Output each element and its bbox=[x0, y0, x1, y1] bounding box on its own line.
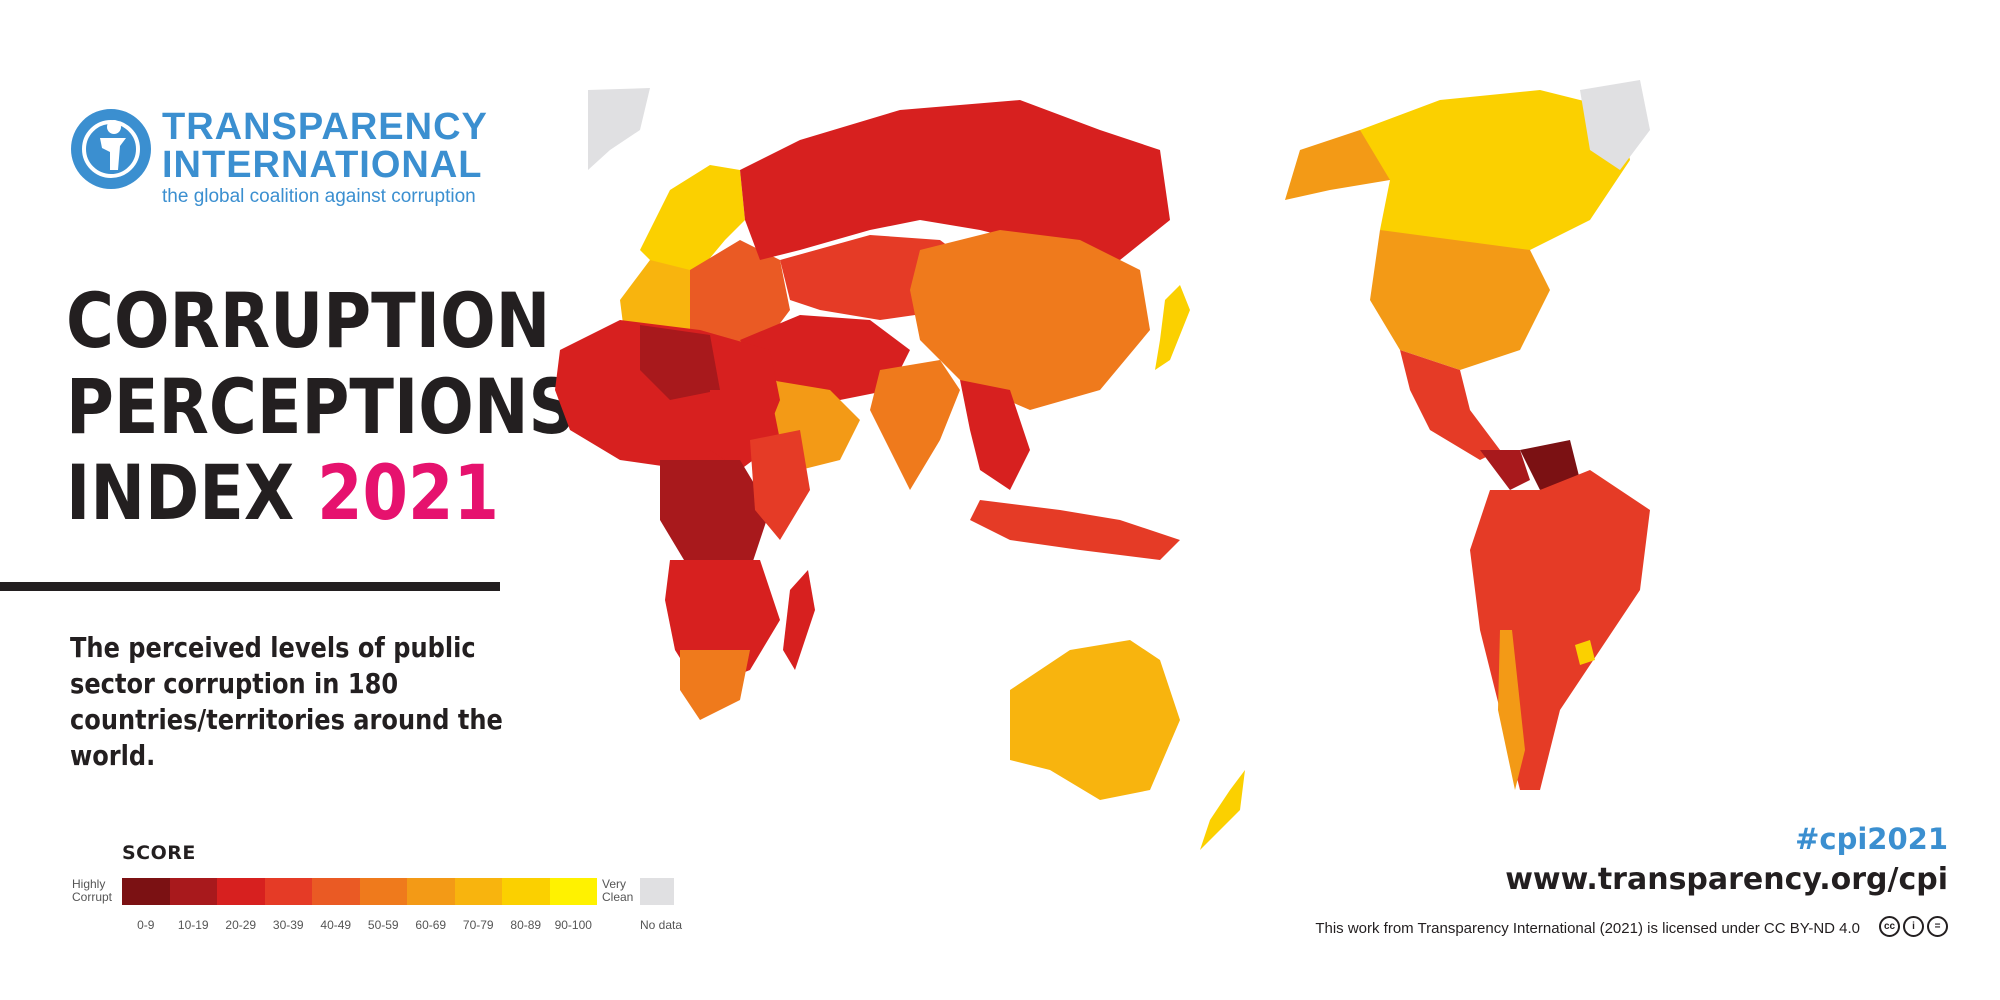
page-title: CORRUPTION PERCEPTIONS INDEX 2021 bbox=[66, 278, 576, 536]
legend-swatch-50-59 bbox=[359, 878, 407, 905]
madagascar bbox=[783, 570, 815, 670]
legend-nodata-label: No data bbox=[640, 918, 683, 932]
title-line2: PERCEPTIONS bbox=[66, 362, 576, 451]
central-america bbox=[1480, 450, 1530, 490]
brand-name: TRANSPARENCY INTERNATIONAL bbox=[162, 108, 488, 184]
cc-icon: cc bbox=[1879, 916, 1900, 937]
legend-tick-labels: 0-9 10-19 20-29 30-39 40-49 50-59 60-69 70-79 80… bbox=[122, 918, 597, 934]
japan bbox=[1155, 285, 1190, 370]
legend-tick-label: 80-89 bbox=[510, 918, 542, 932]
south-africa bbox=[680, 650, 750, 720]
legend-title: SCORE bbox=[122, 842, 196, 864]
europe-north bbox=[640, 165, 745, 280]
middle-east bbox=[740, 315, 910, 400]
mexico bbox=[1400, 350, 1500, 460]
legend-tick-label: 20-29 bbox=[225, 918, 257, 932]
russia bbox=[740, 100, 1170, 260]
subtitle: The perceived levels of public sector co… bbox=[70, 631, 503, 772]
title-line1: CORRUPTION bbox=[66, 276, 551, 365]
legend-color-scale bbox=[122, 878, 597, 905]
title-index: INDEX bbox=[66, 448, 295, 537]
united-states bbox=[1370, 230, 1550, 370]
legend-swatch-60-69 bbox=[407, 878, 455, 905]
new-zealand bbox=[1200, 770, 1245, 850]
license-text: This work from Transparency Internationa… bbox=[1315, 920, 1860, 937]
legend-swatch-10-19 bbox=[169, 878, 217, 905]
south-america bbox=[1470, 470, 1650, 790]
east-africa bbox=[750, 430, 810, 540]
southeast-asia bbox=[960, 380, 1030, 490]
legend-tick-label: 40-49 bbox=[320, 918, 352, 932]
ti-logo-icon bbox=[71, 109, 151, 189]
indonesia bbox=[970, 500, 1180, 560]
brand-name-line1: TRANSPARENCY bbox=[162, 106, 488, 148]
canada bbox=[1360, 90, 1630, 250]
legend-tick-label: 60-69 bbox=[415, 918, 447, 932]
cc-license-icons: cc i = bbox=[1879, 916, 1948, 937]
brand-tagline: the global coalition against corruption bbox=[162, 186, 476, 207]
legend-swatch-80-89 bbox=[502, 878, 550, 905]
china bbox=[910, 230, 1150, 410]
venezuela bbox=[1520, 440, 1580, 490]
brand-name-line2: INTERNATIONAL bbox=[162, 144, 483, 186]
hashtag[interactable]: #cpi2021 bbox=[1795, 822, 1948, 856]
legend-nodata-swatch bbox=[640, 878, 674, 905]
legend-swatch-0-9 bbox=[122, 878, 170, 905]
australia bbox=[1010, 640, 1180, 800]
legend-high-label: Very Clean bbox=[602, 877, 634, 904]
legend-swatch-70-79 bbox=[454, 878, 502, 905]
uruguay bbox=[1575, 640, 1595, 665]
legend-swatch-40-49 bbox=[312, 878, 360, 905]
world-map bbox=[555, 80, 1650, 850]
legend-swatch-30-39 bbox=[264, 878, 312, 905]
legend-tick-label: 30-39 bbox=[272, 918, 304, 932]
greenland-east bbox=[1580, 80, 1650, 170]
website-link[interactable]: www.transparency.org/cpi bbox=[1505, 862, 1948, 897]
nd-icon: = bbox=[1927, 916, 1948, 937]
legend-tick-label: 50-59 bbox=[367, 918, 399, 932]
india bbox=[870, 360, 960, 490]
libya bbox=[640, 325, 720, 400]
legend-tick-label: 10-19 bbox=[177, 918, 209, 932]
by-icon: i bbox=[1903, 916, 1924, 937]
title-divider bbox=[0, 582, 500, 591]
legend-low-label: Highly Corrupt bbox=[72, 877, 113, 904]
score-legend: SCORE Highly Corrupt Very Clean 0-9 10-19… bbox=[72, 842, 712, 942]
central-africa bbox=[660, 460, 770, 570]
legend-tick-label: 0-9 bbox=[137, 918, 155, 932]
title-line3: INDEX 2021 bbox=[66, 450, 576, 536]
chile bbox=[1498, 630, 1525, 790]
legend-tick-label: 70-79 bbox=[462, 918, 494, 932]
title-year: 2021 bbox=[317, 448, 499, 537]
legend-swatch-90-100 bbox=[549, 878, 597, 905]
greenland-west bbox=[588, 88, 650, 170]
transparency-logo: TRANSPARENCY INTERNATIONAL the global co… bbox=[70, 108, 510, 213]
legend-tick-label: 90-100 bbox=[554, 918, 592, 932]
legend-swatch-20-29 bbox=[217, 878, 265, 905]
